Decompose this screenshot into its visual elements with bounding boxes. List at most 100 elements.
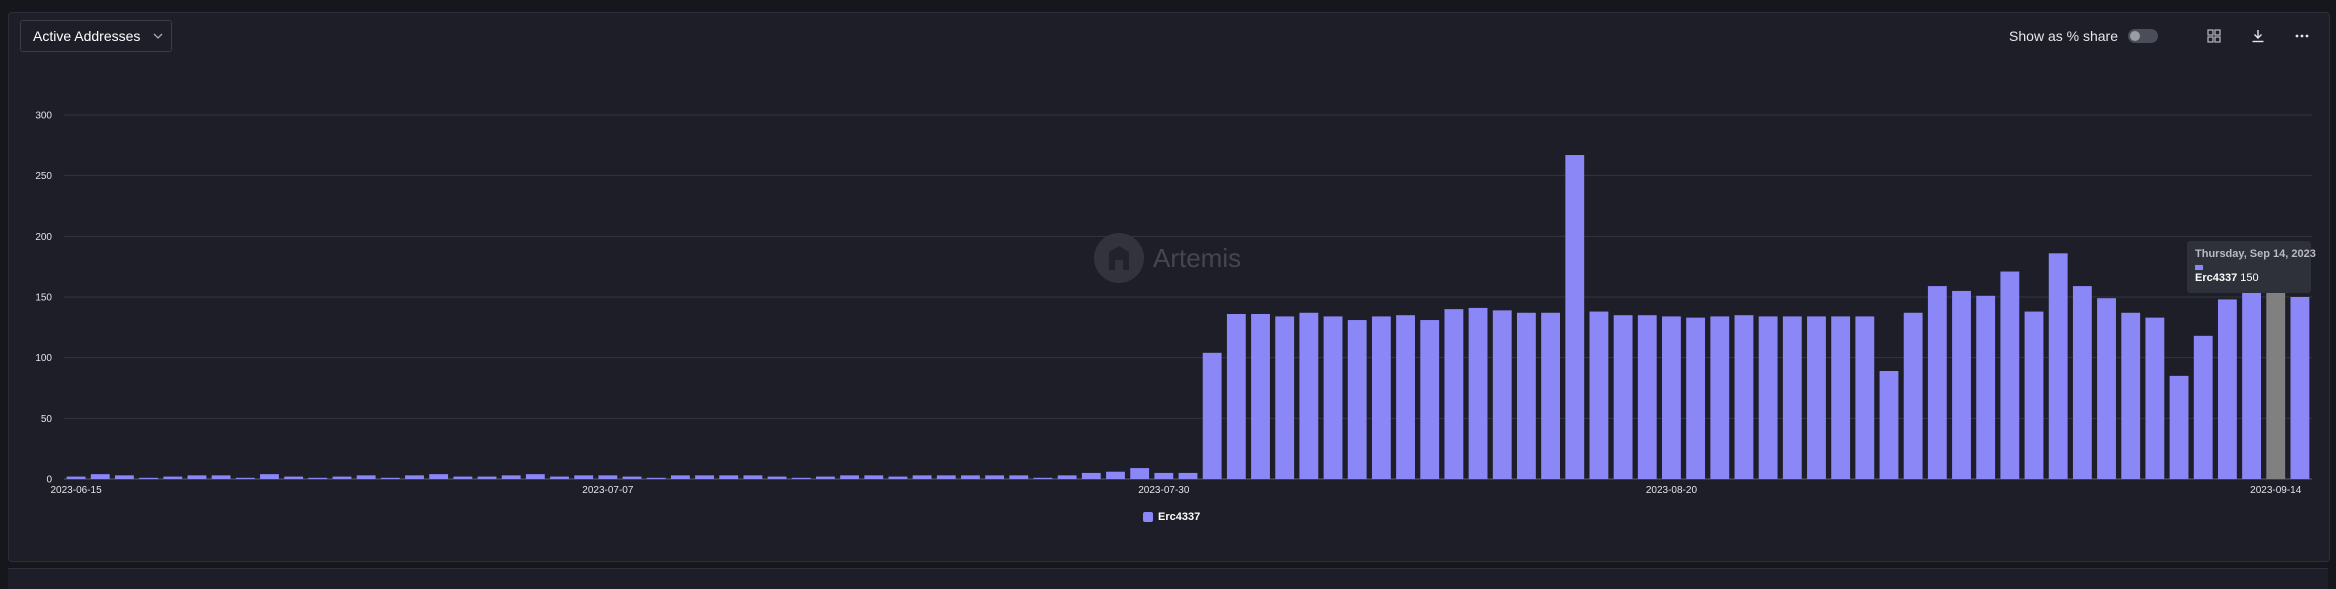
- bar[interactable]: [2193, 335, 2213, 479]
- bar[interactable]: [1758, 316, 1778, 479]
- bar[interactable]: [2048, 253, 2068, 479]
- bar[interactable]: [1927, 286, 1947, 479]
- bar[interactable]: [2024, 311, 2044, 479]
- bar[interactable]: [1009, 475, 1029, 479]
- bar[interactable]: [501, 475, 521, 479]
- bar[interactable]: [1130, 468, 1150, 479]
- bar[interactable]: [2242, 290, 2261, 479]
- bar[interactable]: [284, 476, 304, 479]
- bar[interactable]: [139, 477, 159, 479]
- bar[interactable]: [1879, 371, 1899, 479]
- bar[interactable]: [2072, 286, 2092, 479]
- chart-legend[interactable]: Erc4337: [1143, 511, 1200, 523]
- bar[interactable]: [598, 475, 618, 479]
- bar[interactable]: [1444, 309, 1464, 479]
- bar[interactable]: [1952, 290, 1971, 479]
- bar[interactable]: [1226, 313, 1246, 479]
- bar[interactable]: [66, 476, 86, 479]
- bar[interactable]: [332, 476, 352, 479]
- bar[interactable]: [1420, 320, 1440, 479]
- bar[interactable]: [1686, 317, 1706, 479]
- bar[interactable]: [1662, 316, 1681, 479]
- bar[interactable]: [1782, 316, 1802, 479]
- bar[interactable]: [308, 477, 328, 479]
- bar[interactable]: [1903, 312, 1923, 479]
- bar[interactable]: [888, 476, 908, 479]
- bar[interactable]: [115, 475, 134, 479]
- bar[interactable]: [1057, 475, 1077, 479]
- bar[interactable]: [1178, 472, 1198, 479]
- bar[interactable]: [864, 475, 884, 479]
- bar[interactable]: [1831, 316, 1851, 479]
- bar[interactable]: [2000, 271, 2020, 479]
- bar[interactable]: [1637, 315, 1657, 479]
- bar[interactable]: [211, 475, 231, 479]
- bar[interactable]: [1081, 472, 1101, 479]
- bar[interactable]: [1492, 310, 1512, 479]
- bar[interactable]: [187, 475, 207, 479]
- bar[interactable]: [574, 475, 594, 479]
- bar[interactable]: [1807, 316, 1826, 479]
- bar[interactable]: [2097, 298, 2116, 479]
- bar[interactable]: [405, 475, 424, 479]
- bar[interactable]: [815, 476, 835, 479]
- bar[interactable]: [2266, 290, 2286, 479]
- bar[interactable]: [1106, 471, 1125, 479]
- bar[interactable]: [1347, 320, 1367, 479]
- bar[interactable]: [791, 477, 811, 479]
- bar[interactable]: [1565, 155, 1585, 480]
- bar[interactable]: [1734, 315, 1754, 479]
- bar[interactable]: [453, 476, 473, 479]
- bar[interactable]: [719, 475, 739, 479]
- bar[interactable]: [961, 475, 980, 479]
- bar[interactable]: [163, 476, 183, 479]
- bar[interactable]: [2145, 317, 2165, 479]
- bar[interactable]: [90, 474, 110, 479]
- bar[interactable]: [1275, 316, 1295, 479]
- bar[interactable]: [550, 476, 569, 479]
- bar[interactable]: [1613, 315, 1633, 479]
- bar[interactable]: [936, 475, 956, 479]
- bar[interactable]: [1541, 312, 1560, 479]
- bar[interactable]: [1855, 316, 1875, 479]
- bar[interactable]: [1516, 312, 1536, 479]
- bar[interactable]: [380, 477, 400, 479]
- bar[interactable]: [743, 475, 763, 479]
- bar[interactable]: [2169, 375, 2189, 479]
- bar[interactable]: [1468, 307, 1488, 479]
- bar[interactable]: [235, 477, 255, 479]
- bar[interactable]: [1371, 316, 1391, 479]
- bar[interactable]: [985, 475, 1005, 479]
- bar[interactable]: [1710, 316, 1730, 479]
- toggle-knob: [2130, 31, 2140, 41]
- bar[interactable]: [1589, 311, 1609, 479]
- bar[interactable]: [670, 475, 690, 479]
- grid-view-button[interactable]: [2200, 22, 2228, 50]
- bar[interactable]: [1299, 312, 1319, 479]
- bar[interactable]: [429, 474, 449, 479]
- bar[interactable]: [2290, 297, 2310, 479]
- bar[interactable]: [2121, 312, 2141, 479]
- bar[interactable]: [260, 474, 279, 479]
- bar[interactable]: [1976, 295, 1996, 479]
- bar[interactable]: [695, 475, 714, 479]
- bar[interactable]: [1396, 315, 1415, 479]
- download-button[interactable]: [2244, 22, 2272, 50]
- bar[interactable]: [646, 477, 666, 479]
- bar[interactable]: [912, 475, 932, 479]
- bar[interactable]: [1154, 472, 1174, 479]
- bar[interactable]: [767, 476, 787, 479]
- bar[interactable]: [525, 474, 545, 479]
- more-options-button[interactable]: [2288, 22, 2316, 50]
- bar[interactable]: [356, 475, 376, 479]
- bar[interactable]: [1251, 313, 1270, 479]
- bar[interactable]: [622, 476, 642, 479]
- share-toggle[interactable]: [2128, 29, 2158, 43]
- bar[interactable]: [1033, 477, 1053, 479]
- bar[interactable]: [2217, 299, 2237, 479]
- bar[interactable]: [1202, 352, 1222, 479]
- bar[interactable]: [840, 475, 860, 479]
- metric-dropdown[interactable]: Active Addresses: [20, 20, 172, 52]
- bar[interactable]: [477, 476, 497, 479]
- bar[interactable]: [1323, 316, 1343, 479]
